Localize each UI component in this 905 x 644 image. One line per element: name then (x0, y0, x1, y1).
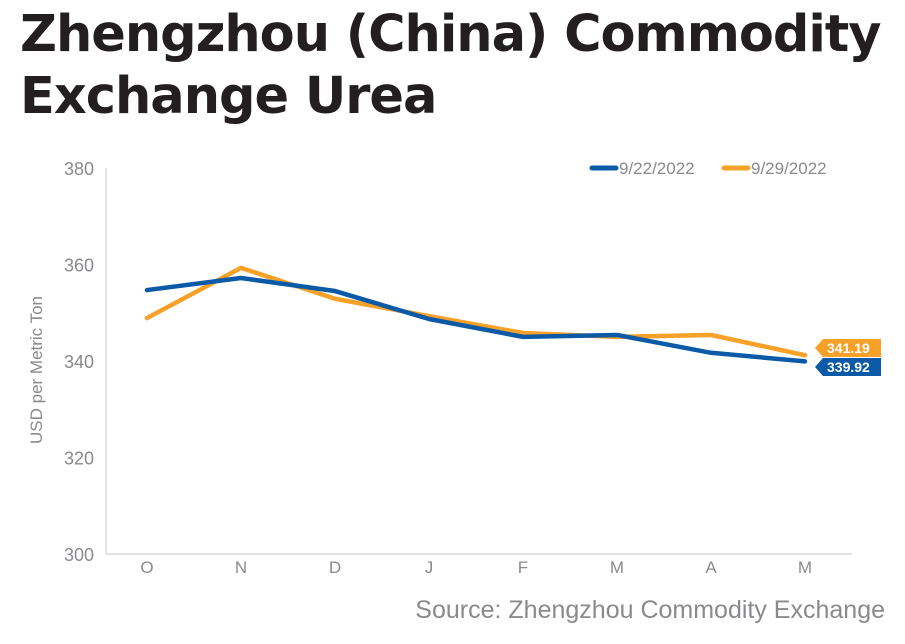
series-line-9-29-2022 (144, 265, 808, 358)
source-note: Source: Zhengzhou Commodity Exchange (415, 596, 885, 624)
end-label-value: 341.19 (827, 340, 870, 356)
x-tick-label: M (610, 558, 624, 577)
x-tick-label: O (140, 558, 153, 577)
series-line-9-22-2022 (144, 275, 808, 364)
legend-label: 9/29/2022 (751, 159, 827, 178)
chart-title: Zhengzhou (China) Commodity Exchange Ure… (20, 5, 882, 126)
x-tick-label: D (329, 558, 341, 577)
end-label-value: 339.92 (827, 359, 870, 375)
end-label-tag (815, 358, 881, 376)
y-tick-label: 360 (64, 256, 94, 276)
y-axis-title: USD per Metric Ton (27, 296, 46, 444)
axes (105, 168, 852, 555)
y-tick-label: 380 (64, 159, 94, 179)
x-tick-label: N (235, 558, 247, 577)
x-tick-label: A (705, 558, 717, 577)
end-labels: 341.19 339.92 (815, 339, 881, 376)
series-lines (144, 265, 808, 364)
y-tick-label: 340 (64, 352, 94, 372)
x-tick-label: F (518, 558, 528, 577)
y-axis-ticks: 300 320 340 360 380 (64, 159, 94, 565)
x-tick-label: J (425, 558, 434, 577)
legend: 9/22/2022 9/29/2022 (589, 159, 827, 178)
legend-label: 9/22/2022 (619, 159, 695, 178)
end-label-tag (815, 339, 881, 357)
y-tick-label: 320 (64, 449, 94, 469)
x-tick-label: M (798, 558, 812, 577)
y-tick-label: 300 (64, 545, 94, 565)
